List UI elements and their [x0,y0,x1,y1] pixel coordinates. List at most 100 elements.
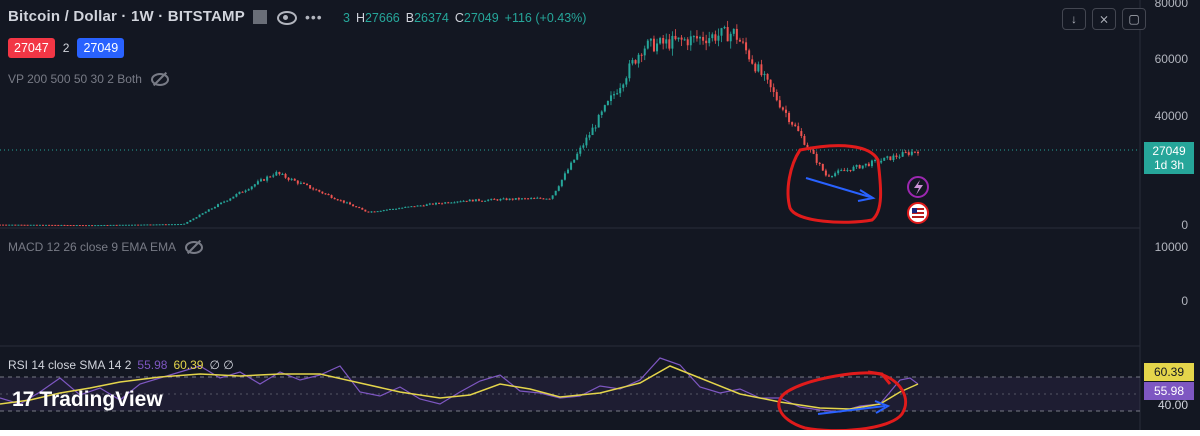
candle-body [247,189,250,191]
candle-body [327,193,330,196]
candle-body [115,224,118,226]
candle-body [821,164,824,171]
candle-body [407,206,410,208]
candle-body [729,33,732,42]
candle-body [837,170,840,174]
more-icon[interactable]: ••• [304,8,323,25]
candle-body [680,37,683,40]
rsi-sma-value: 60.39 [173,358,204,372]
candle-body [333,197,336,200]
candle-body [38,224,41,226]
tradingview-logo-text: TradingView [39,388,163,411]
eye-slash-icon[interactable] [150,73,170,86]
candle-body [256,181,259,185]
rsi-indicator-legend[interactable]: RSI 14 close SMA 14 2 55.98 60.39 ∅ ∅ [8,358,234,372]
candle-body [855,165,858,167]
vp-indicator-label: VP 200 500 50 30 2 Both [8,72,142,86]
price-axis-label: 80000 [1154,0,1188,10]
candle-body [471,199,474,202]
candle-body [754,63,757,72]
us-flag-event-icon[interactable] [907,202,929,224]
candle-body [45,224,48,226]
candle-body [259,179,262,182]
candle-body [913,151,916,153]
symbol-title[interactable]: Bitcoin / Dollar · 1W · BITSTAMP [8,8,245,25]
candle-body [720,28,723,36]
candle-body [692,36,695,38]
annotation-tick-rsi [867,370,892,385]
candle-body [735,28,738,40]
candle-body [281,173,284,175]
candle-body [361,207,364,210]
candle-body [671,35,674,49]
candle-body [11,224,14,226]
vp-indicator-legend[interactable]: VP 200 500 50 30 2 Both [8,72,170,86]
candle-body [149,224,152,226]
candle-body [864,163,867,166]
candle-body [220,202,223,205]
candle-body [646,40,649,49]
candle-body [573,159,576,163]
flag-symbol-icon[interactable] [252,9,267,24]
candle-body [763,73,766,76]
price-axis-label: 0 [1181,218,1188,232]
maximize-pane-button[interactable]: ▢ [1122,8,1146,30]
macd-indicator-legend[interactable]: MACD 12 26 close 9 EMA EMA [8,240,204,254]
candle-body [634,60,637,64]
candle-body [155,224,158,226]
candle-body [382,210,385,212]
eye-icon[interactable] [275,10,297,25]
ohlc-open-tail: 3 [343,11,350,25]
candle-body [453,202,456,204]
candle-countdown: 1d 3h [1153,158,1185,172]
candle-body [447,202,450,204]
candle-body [186,221,189,224]
candle-body [628,63,631,79]
candle-body [81,225,84,227]
candle-body [63,224,66,226]
candle-body [539,197,542,199]
candle-body [450,202,453,204]
candle-body [772,87,775,93]
eye-slash-icon[interactable] [184,241,204,254]
rsi-value: 55.98 [137,358,168,372]
candle-body [367,211,370,213]
candle-body [398,208,401,210]
candle-body [557,186,560,191]
candle-body [158,224,161,226]
candle-body [668,39,671,49]
candle-body [858,165,861,169]
candle-body [192,218,195,221]
candle-body [23,224,26,226]
candle-body [585,137,588,146]
candle-body [364,209,367,212]
candle-body [8,224,11,226]
candle-body [434,202,437,205]
current-price: 27049 [1152,144,1186,158]
collapse-pane-button[interactable]: ⨯ [1092,8,1116,30]
candle-body [849,169,852,171]
candle-body [118,224,121,226]
candle-body [689,36,692,46]
candle-body [781,107,784,110]
lightning-event-icon[interactable] [907,176,929,198]
candle-body [29,224,32,226]
candle-body [388,208,391,210]
ohlc-high: 27666 [364,11,400,25]
candle-body [818,162,821,165]
candlestick-series [0,20,919,227]
candle-body [917,151,919,154]
candle-body [54,224,57,226]
candle-body [241,191,244,193]
move-down-button[interactable]: ↓ [1062,8,1086,30]
candle-body [788,112,791,123]
candle-body [235,193,238,197]
buy-price-button[interactable]: 27049 [77,38,125,58]
sell-price-button[interactable]: 27047 [8,38,55,58]
candle-body [524,198,527,200]
ohlc-change: +116 (+0.43%) [504,11,587,25]
tradingview-logo[interactable]: 17 TradingView [12,388,163,412]
candle-body [84,225,87,227]
